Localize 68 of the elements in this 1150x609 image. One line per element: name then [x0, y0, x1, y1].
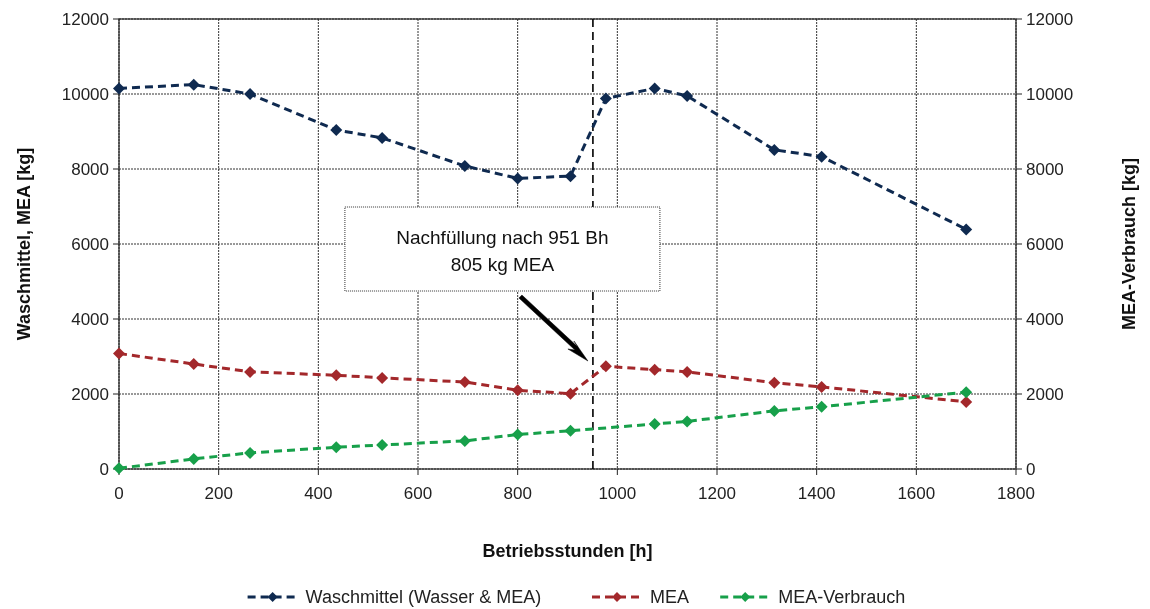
x-tick-label: 0: [114, 484, 124, 503]
point: [113, 462, 125, 475]
point: [599, 360, 612, 373]
y2-tick-label: 2000: [1026, 385, 1064, 404]
y-tick-label: 12000: [61, 10, 109, 29]
point: [244, 365, 257, 378]
y-tick-label: 4000: [71, 310, 109, 329]
point: [376, 131, 389, 144]
y2-tick-label: 6000: [1026, 235, 1064, 254]
y2-axis-title: MEA-Verbrauch [kg]: [1119, 157, 1139, 331]
point: [681, 415, 694, 428]
x-tick-label: 1200: [698, 484, 736, 503]
point: [648, 82, 661, 95]
point: [113, 82, 125, 95]
y2-tick-label: 0: [1026, 460, 1036, 479]
point: [815, 150, 828, 163]
point: [648, 418, 661, 430]
point: [815, 380, 828, 393]
point: [768, 376, 781, 389]
point: [376, 371, 389, 384]
point: [511, 428, 524, 441]
legend-label: MEA: [650, 587, 690, 607]
point: [187, 452, 200, 465]
point: [599, 92, 612, 105]
point: [960, 223, 973, 236]
x-tick-label: 200: [204, 484, 233, 503]
point: [330, 369, 343, 382]
y-tick-label: 8000: [71, 160, 109, 179]
x-tick-label: 1000: [598, 484, 637, 503]
point: [648, 363, 661, 376]
x-tick-label: 1400: [797, 484, 836, 503]
y-tick-label: 10000: [61, 85, 109, 104]
point: [960, 386, 973, 399]
point: [564, 170, 577, 183]
x-tick-label: 400: [304, 484, 333, 503]
y2-tick-label: 12000: [1026, 10, 1074, 29]
y-tick-label: 0: [99, 460, 109, 479]
point: [511, 172, 524, 185]
point: [768, 404, 781, 417]
y2-tick-label: 4000: [1026, 310, 1064, 329]
x-tick-label: 600: [403, 484, 433, 503]
annotation: Nachfüllung nach 951 Bh 805 kg MEA: [396, 227, 609, 275]
point: [681, 365, 694, 378]
y2-tick-label: 8000: [1026, 160, 1064, 179]
y2-tick-label: 10000: [1026, 85, 1074, 104]
x-tick-label: 1600: [897, 484, 936, 503]
point: [458, 160, 471, 172]
point: [187, 78, 200, 91]
point: [681, 89, 694, 102]
point: [511, 384, 524, 397]
x-tick-label: 1800: [997, 484, 1035, 503]
point: [330, 124, 343, 136]
point: [187, 358, 200, 370]
point: [244, 88, 257, 100]
point: [768, 143, 781, 156]
point: [815, 400, 828, 413]
x-tick-label: 800: [503, 484, 532, 503]
point: [113, 347, 125, 360]
x-axis-title: Betriebsstunden [h]: [482, 541, 653, 561]
point: [564, 424, 577, 437]
y-tick-label: 2000: [71, 385, 109, 404]
point: [564, 387, 577, 400]
y-tick-label: 6000: [71, 235, 109, 254]
legend-label: MEA-Verbrauch: [778, 587, 906, 607]
point: [330, 441, 343, 454]
y-axis-title: Waschmittel, MEA [kg]: [14, 147, 34, 341]
legend-label: Waschmittel (Wasser & MEA): [305, 587, 542, 607]
point: [376, 439, 389, 451]
